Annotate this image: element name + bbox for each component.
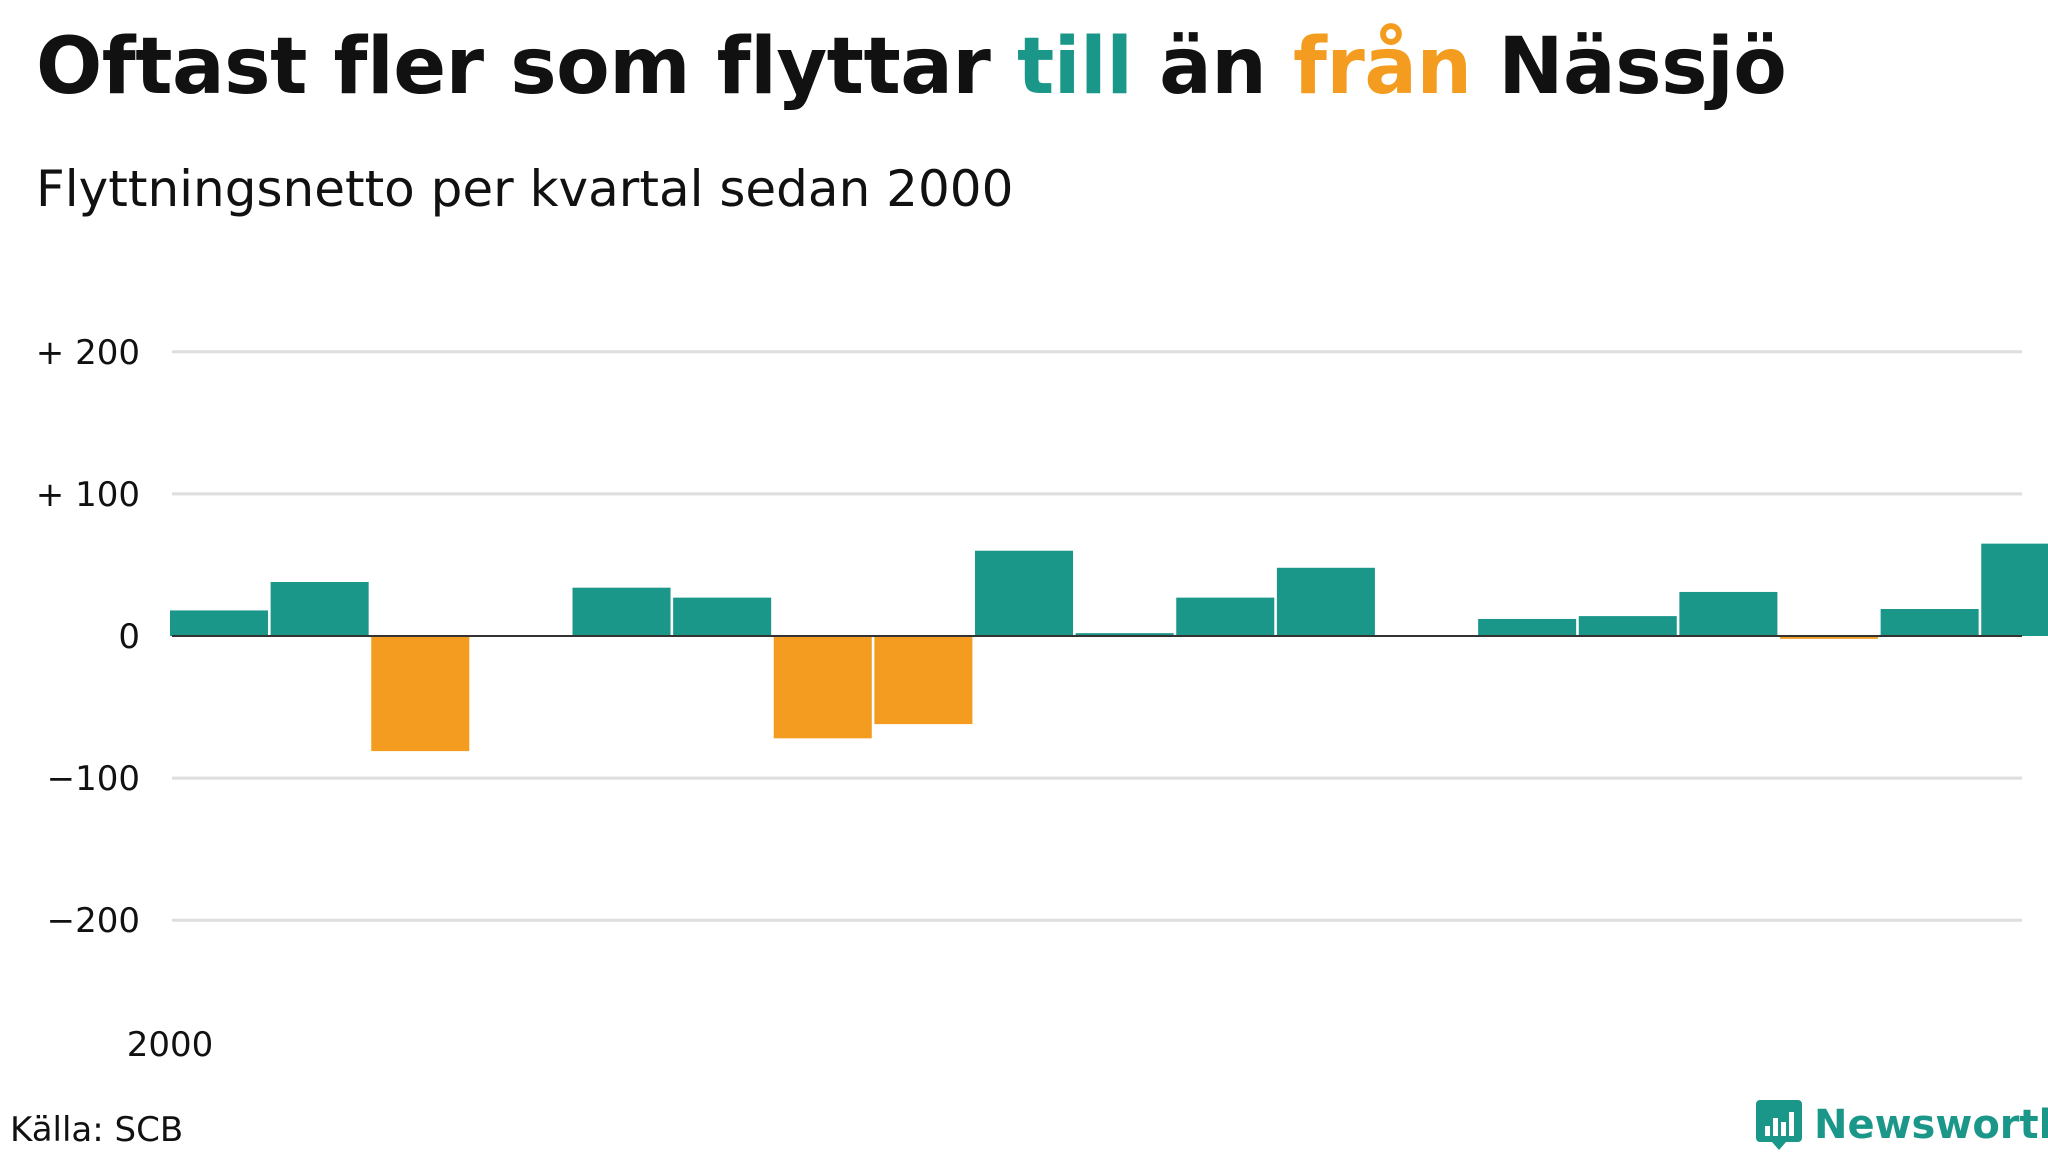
bar-0 xyxy=(170,610,269,636)
y-tick-label-2: 0 xyxy=(118,617,140,657)
bar-4 xyxy=(572,587,671,636)
grid-lines xyxy=(172,350,2022,922)
newsworthy-bar-chart-icon xyxy=(1756,1100,1802,1150)
bar-18 xyxy=(1981,543,2048,636)
bar-9 xyxy=(1075,633,1174,636)
bar-1 xyxy=(270,582,369,636)
chart-subtitle: Flyttningsnetto per kvartal sedan 2000 xyxy=(36,160,1014,218)
title-part-3: än xyxy=(1132,22,1293,112)
bar-10 xyxy=(1176,597,1275,636)
bar-5 xyxy=(673,597,772,636)
x-tick-labels: 20002005201020152020 xyxy=(127,1025,214,1065)
bar-15 xyxy=(1679,591,1778,636)
bar-2 xyxy=(371,636,470,752)
title-part-1: Oftast fler som flyttar xyxy=(36,22,1018,112)
bar-14 xyxy=(1578,616,1677,636)
y-tick-labels: + 200 + 100 0 −100 −200 xyxy=(36,333,140,941)
source-label: Källa: SCB xyxy=(10,1110,184,1150)
title-part-5: Nässjö xyxy=(1471,22,1787,112)
title-highlight-till: till xyxy=(1017,22,1133,112)
newsworthy-logo: Newsworthy xyxy=(1756,1098,2048,1152)
x-tick-label-0: 2000 xyxy=(127,1025,214,1065)
bar-6 xyxy=(773,636,872,739)
y-tick-label-0: + 200 xyxy=(36,333,140,373)
y-tick-label-4: −200 xyxy=(47,901,140,941)
title-highlight-fran: från xyxy=(1293,22,1472,112)
bar-13 xyxy=(1478,618,1577,636)
logo-text: Newsworthy xyxy=(1814,1102,2048,1148)
chart-title: Oftast fler som flyttar till än från Näs… xyxy=(36,22,1787,112)
bar-7 xyxy=(874,636,973,725)
bar-17 xyxy=(1880,609,1979,636)
y-tick-label-1: + 100 xyxy=(36,475,140,515)
bar-16 xyxy=(1780,636,1879,639)
y-tick-label-3: −100 xyxy=(47,759,140,799)
bars xyxy=(170,543,2048,752)
bar-8 xyxy=(975,550,1074,636)
bar-11 xyxy=(1276,567,1375,636)
